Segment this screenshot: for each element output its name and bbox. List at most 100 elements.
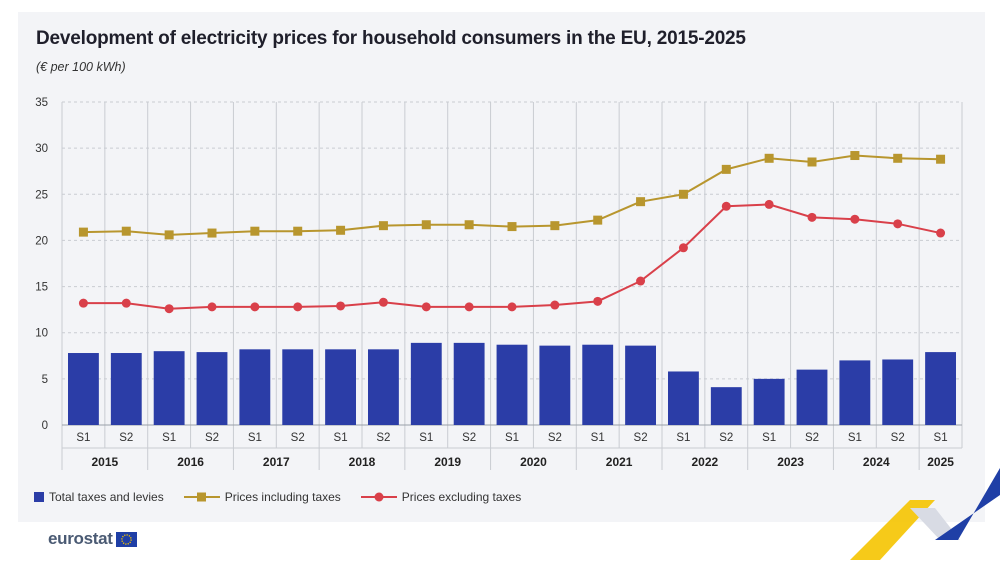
point-incl — [207, 228, 217, 238]
bar-taxes — [796, 369, 828, 425]
x-tick-label: S2 — [376, 432, 390, 444]
chart-title: Development of electricity prices for ho… — [36, 28, 746, 49]
x-tick-label: S1 — [334, 432, 348, 444]
eurostat-wordmark: eurostat — [48, 529, 113, 548]
x-year-label: 2018 — [349, 455, 376, 469]
bar-taxes — [539, 345, 571, 425]
x-tick-label: S2 — [119, 432, 133, 444]
point-incl — [78, 227, 88, 237]
bar-taxes — [325, 349, 356, 425]
point-excl — [678, 243, 688, 253]
point-incl — [678, 189, 688, 199]
x-tick-label: S1 — [591, 432, 605, 444]
y-tick-label: 5 — [42, 374, 48, 386]
point-incl — [550, 221, 560, 231]
legend-swatch-excl — [360, 492, 397, 502]
point-excl — [507, 302, 517, 312]
bar-taxes — [153, 351, 185, 425]
x-tick-label: S1 — [76, 432, 90, 444]
point-incl — [721, 164, 731, 174]
legend: Total taxes and levies Prices including … — [34, 490, 541, 504]
y-tick-label: 15 — [35, 282, 48, 294]
bar-taxes — [196, 352, 228, 425]
bar-taxes — [368, 349, 399, 425]
legend-label-incl: Prices including taxes — [224, 490, 341, 504]
point-excl — [207, 302, 217, 312]
eurostat-logo: eurostat — [48, 529, 137, 549]
corner-decoration — [850, 468, 1000, 560]
y-tick-label: 35 — [35, 97, 48, 109]
y-tick-label: 25 — [35, 189, 48, 201]
bar-taxes — [282, 349, 314, 425]
bar-taxes — [239, 349, 271, 425]
y-tick-label: 0 — [42, 420, 48, 432]
point-excl — [593, 296, 603, 306]
x-tick-label: S1 — [676, 432, 690, 444]
point-incl — [464, 220, 474, 230]
point-excl — [293, 302, 303, 312]
point-incl — [893, 153, 903, 163]
x-year-label: 2024 — [863, 455, 890, 469]
bar-taxes — [753, 378, 785, 425]
legend-item-incl: Prices including taxes — [183, 490, 341, 504]
point-excl — [721, 201, 731, 211]
x-tick-label: S2 — [548, 432, 562, 444]
point-excl — [121, 298, 131, 308]
bar-taxes — [582, 344, 614, 425]
x-tick-label: S2 — [891, 432, 905, 444]
point-excl — [164, 304, 174, 314]
x-year-label: 2019 — [434, 455, 461, 469]
legend-item-excl: Prices excluding taxes — [360, 490, 522, 504]
legend-label-taxes: Total taxes and levies — [49, 490, 164, 504]
x-tick-label: S2 — [805, 432, 819, 444]
bar-taxes — [68, 353, 99, 425]
bar-taxes — [882, 359, 914, 425]
x-year-label: 2023 — [777, 455, 804, 469]
point-incl — [293, 226, 303, 236]
x-tick-label: S2 — [634, 432, 648, 444]
point-excl — [807, 212, 817, 222]
x-tick-label: S1 — [934, 432, 948, 444]
x-tick-label: S1 — [419, 432, 433, 444]
point-incl — [936, 154, 946, 164]
bar-taxes — [625, 345, 656, 425]
legend-swatch-incl — [183, 492, 220, 502]
bar-taxes — [925, 352, 956, 425]
bar-taxes — [839, 360, 871, 425]
point-incl — [850, 151, 860, 161]
point-incl — [421, 220, 431, 230]
point-excl — [636, 276, 646, 286]
point-incl — [336, 225, 346, 235]
y-tick-label: 10 — [35, 328, 48, 340]
point-incl — [378, 221, 388, 231]
point-excl — [421, 302, 431, 312]
legend-label-excl: Prices excluding taxes — [401, 490, 522, 504]
eu-flag-icon — [115, 531, 137, 547]
point-excl — [936, 228, 946, 238]
x-tick-label: S1 — [762, 432, 776, 444]
x-tick-label: S1 — [162, 432, 176, 444]
bar-taxes — [453, 342, 485, 425]
point-excl — [336, 301, 346, 311]
bar-taxes — [710, 387, 742, 425]
point-excl — [764, 199, 774, 209]
bar-taxes — [410, 342, 442, 425]
x-year-label: 2022 — [692, 455, 719, 469]
x-year-label: 2016 — [177, 455, 204, 469]
point-incl — [121, 226, 131, 236]
point-incl — [507, 222, 517, 232]
point-excl — [250, 302, 260, 312]
point-excl — [78, 298, 88, 308]
x-year-label: 2017 — [263, 455, 290, 469]
x-tick-label: S1 — [505, 432, 519, 444]
legend-swatch-taxes — [34, 492, 44, 502]
x-year-label: 2025 — [927, 455, 954, 469]
x-tick-label: S2 — [462, 432, 476, 444]
point-excl — [893, 219, 903, 229]
x-year-label: 2015 — [92, 455, 119, 469]
chart-subtitle: (€ per 100 kWh) — [36, 60, 126, 74]
x-tick-label: S1 — [248, 432, 262, 444]
point-incl — [593, 215, 603, 225]
point-incl — [764, 153, 774, 163]
